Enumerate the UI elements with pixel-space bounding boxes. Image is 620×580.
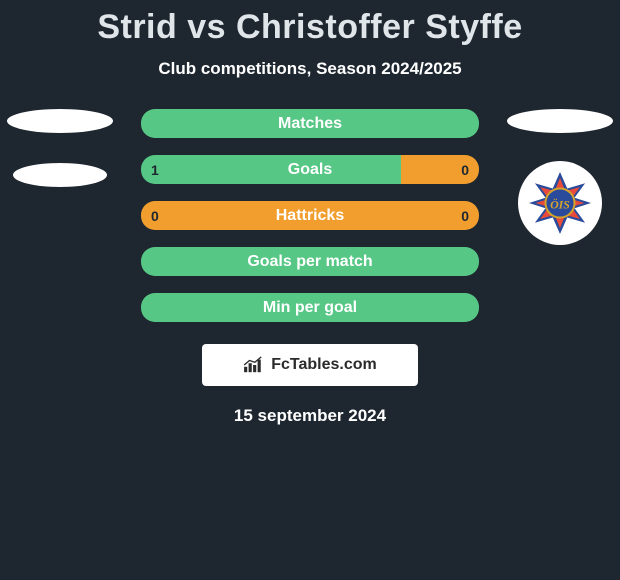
player-right-placeholder [507, 109, 613, 133]
footer-date: 15 september 2024 [0, 406, 620, 426]
right-player-col: ÖIS [500, 109, 620, 133]
player-left-placeholder-2 [13, 163, 107, 187]
stat-value-left: 0 [151, 208, 159, 224]
stat-label: Goals [288, 161, 332, 179]
brand-box: FcTables.com [202, 344, 418, 386]
stat-value-right: 0 [461, 162, 469, 178]
stat-label: Goals per match [247, 253, 372, 271]
stat-label: Hattricks [276, 207, 344, 225]
stat-bar-goals-per-match: Goals per match [141, 247, 479, 276]
page-subtitle: Club competitions, Season 2024/2025 [0, 59, 620, 79]
stat-bars: Matches 1 0 Goals 0 0 Hattricks Goals per match… [141, 109, 479, 322]
page-title: Strid vs Christoffer Styffe [0, 0, 620, 47]
stat-bar-goals: 1 0 Goals [141, 155, 479, 184]
content-area: ÖIS Matches 1 0 Goals 0 0 Hattricks Goals per m… [0, 109, 620, 426]
stat-value-left: 1 [151, 162, 159, 178]
ois-badge-icon: ÖIS [527, 170, 593, 236]
stat-value-right: 0 [461, 208, 469, 224]
brand-text: FcTables.com [271, 356, 377, 374]
left-player-col [0, 109, 120, 187]
stat-label: Matches [278, 115, 342, 133]
club-badge: ÖIS [518, 161, 602, 245]
svg-text:ÖIS: ÖIS [550, 196, 570, 211]
stat-label: Min per goal [263, 299, 357, 317]
stat-bar-min-per-goal: Min per goal [141, 293, 479, 322]
stat-bar-hattricks: 0 0 Hattricks [141, 201, 479, 230]
stat-bar-matches: Matches [141, 109, 479, 138]
bar-chart-icon [243, 356, 265, 374]
player-left-placeholder-1 [7, 109, 113, 133]
